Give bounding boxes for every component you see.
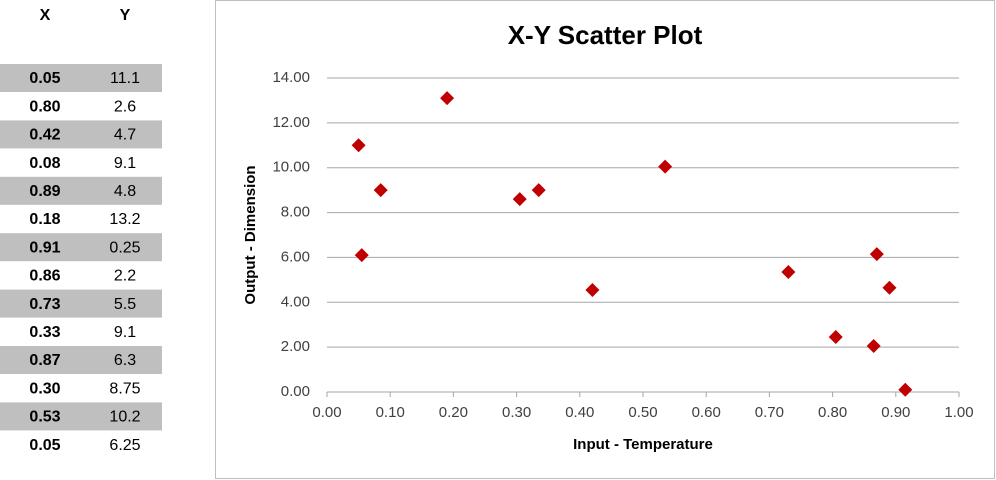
y-tick-label: 4.00	[281, 293, 310, 310]
x-tick-label: 0.80	[818, 404, 847, 421]
cell-y: 8.75	[109, 380, 140, 397]
cell-y: 9.1	[114, 324, 136, 341]
row-shade	[0, 346, 162, 374]
cell-x: 0.30	[29, 380, 60, 397]
row-shade	[0, 64, 162, 92]
header-y: Y	[120, 7, 131, 24]
cell-x: 0.33	[29, 324, 60, 341]
point	[354, 248, 369, 263]
cell-x: 0.89	[29, 183, 60, 200]
cell-y: 4.7	[114, 127, 136, 144]
point	[373, 183, 388, 198]
cell-y: 5.5	[114, 296, 136, 313]
cell-y: 6.3	[114, 352, 136, 369]
cell-x: 0.86	[29, 268, 60, 285]
header-x: X	[40, 7, 51, 24]
cell-y: 11.1	[110, 70, 140, 87]
y-tick-label: 8.00	[281, 204, 310, 221]
row-shade	[0, 176, 162, 205]
point	[882, 280, 897, 295]
y-tick-label: 14.00	[272, 69, 310, 86]
chart-frame	[215, 0, 995, 479]
cell-x: 0.73	[29, 296, 60, 313]
x-tick-label: 0.40	[565, 404, 594, 421]
point	[440, 91, 455, 106]
point	[828, 330, 843, 345]
row-shade	[0, 289, 162, 318]
cell-x: 0.08	[29, 155, 60, 172]
x-tick-label: 0.10	[376, 404, 405, 421]
cell-y: 6.25	[109, 437, 140, 454]
x-axis-title: Input - Temperature	[573, 436, 713, 453]
x-tick-label: 0.90	[881, 404, 910, 421]
cell-y: 0.25	[109, 239, 140, 256]
x-tick-label: 0.60	[692, 404, 721, 421]
y-axis-title: Output - Dimension	[242, 165, 259, 304]
cell-y: 13.2	[109, 211, 140, 228]
cell-y: 2.6	[114, 98, 136, 115]
cell-y: 2.2	[114, 268, 136, 285]
x-tick-label: 0.20	[439, 404, 468, 421]
row-shade	[0, 402, 162, 431]
y-tick-label: 2.00	[281, 338, 310, 355]
cell-y: 4.8	[114, 183, 136, 200]
cell-x: 0.80	[29, 98, 60, 115]
cell-y: 9.1	[114, 155, 136, 172]
y-tick-label: 10.00	[272, 159, 310, 176]
point	[866, 339, 881, 354]
point	[658, 159, 673, 174]
row-shade	[0, 120, 162, 149]
x-tick-label: 0.50	[628, 404, 657, 421]
row-shade	[0, 233, 162, 262]
y-tick-label: 12.00	[272, 114, 310, 131]
y-tick-label: 6.00	[281, 248, 310, 265]
point	[898, 382, 913, 397]
x-tick-label: 0.30	[502, 404, 531, 421]
point	[869, 247, 884, 262]
cell-x: 0.05	[29, 70, 60, 87]
x-tick-label: 1.00	[944, 404, 973, 421]
point	[781, 265, 796, 280]
cell-x: 0.18	[29, 211, 60, 228]
cell-x: 0.91	[29, 239, 60, 256]
x-tick-label: 0.70	[755, 404, 784, 421]
cell-x: 0.42	[29, 127, 60, 144]
cell-x: 0.53	[29, 409, 60, 426]
point	[351, 138, 366, 153]
y-tick-label: 0.00	[281, 383, 310, 400]
cell-y: 10.2	[109, 409, 140, 426]
point	[531, 183, 546, 198]
point	[512, 192, 527, 207]
cell-x: 0.05	[29, 437, 60, 454]
chart-title: X-Y Scatter Plot	[508, 20, 703, 50]
cell-x: 0.87	[29, 352, 60, 369]
point	[585, 282, 600, 297]
x-tick-label: 0.00	[312, 404, 341, 421]
